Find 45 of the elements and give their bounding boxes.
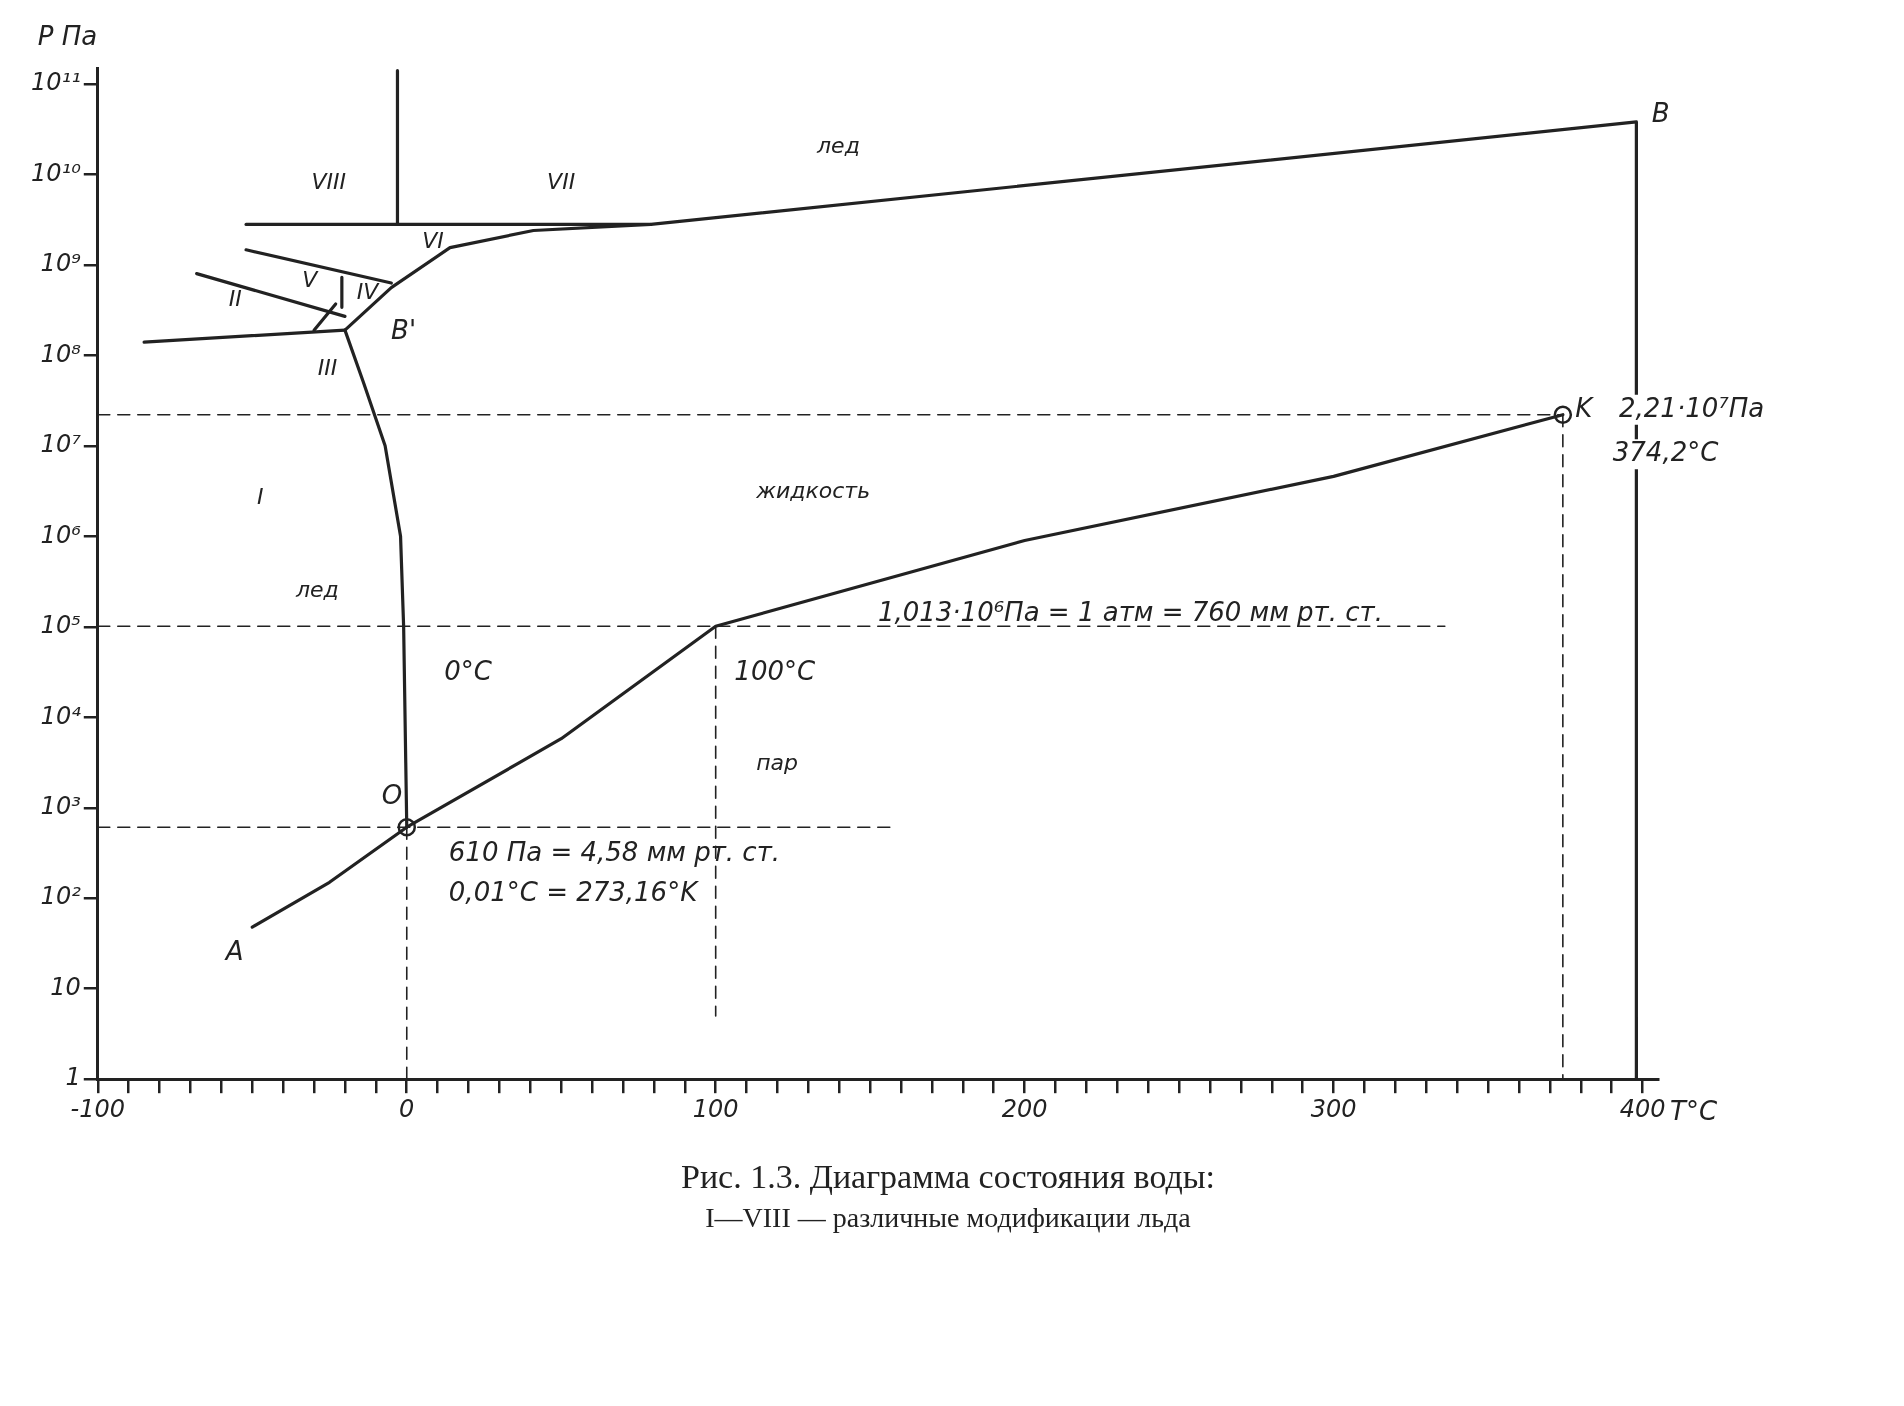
text: I—VIII — различные модификации льда xyxy=(704,1202,1192,1234)
annotation: IV xyxy=(356,279,381,305)
annotation: 0°C xyxy=(444,656,493,687)
annotation: K xyxy=(1575,392,1595,423)
y-tick-label: 10⁶ xyxy=(40,520,82,549)
x-tick-label: 0 xyxy=(399,1094,415,1123)
y-tick-label: 10³ xyxy=(40,792,81,820)
x-tick-label: 100 xyxy=(692,1094,739,1123)
y-tick-label: 10⁵ xyxy=(40,611,81,640)
annotation: VIII xyxy=(311,169,347,194)
y-tick-label: 10⁹ xyxy=(40,249,82,278)
annotation: A xyxy=(223,935,244,966)
annotation: 1,013·10⁶Па = 1 атм = 760 мм рт. ст. xyxy=(877,596,1383,627)
x-tick-label: -100 xyxy=(70,1094,126,1123)
x-tick-label: 300 xyxy=(1310,1094,1357,1123)
x-axis-title: T°C xyxy=(1670,1095,1718,1126)
annotation: I xyxy=(256,484,264,510)
y-tick-label: 10 xyxy=(50,972,81,1001)
annotation: VII xyxy=(547,169,576,194)
y-tick-label: 10¹¹ xyxy=(31,68,81,97)
annotation: O xyxy=(381,779,403,810)
annotation: лед xyxy=(294,576,339,602)
x-tick-label: 200 xyxy=(1001,1094,1048,1123)
annotation: 2,21·10⁷Па xyxy=(1618,392,1765,423)
annotation: лед xyxy=(816,132,860,158)
annotation: жидкость xyxy=(755,478,871,504)
y-tick-label: 10⁷ xyxy=(40,430,82,459)
y-tick-label: 10⁴ xyxy=(40,701,82,730)
annotation: III xyxy=(317,355,338,381)
y-axis-title: P Па xyxy=(37,20,98,51)
annotation: B xyxy=(1651,98,1670,129)
annotation: 100°C xyxy=(734,656,816,687)
annotation: VI xyxy=(422,227,444,253)
x-tick-label: 400 xyxy=(1619,1094,1666,1123)
annotation: 0,01°C = 273,16°K xyxy=(448,876,700,907)
y-tick-label: 10² xyxy=(40,882,82,911)
y-tick-label: 10⁸ xyxy=(40,339,82,368)
annotation: B' xyxy=(391,314,417,345)
text: Рис. 1.3. Диаграмма состояния воды: xyxy=(680,1158,1216,1196)
annotation: пар xyxy=(756,750,799,776)
annotation: V xyxy=(302,267,320,293)
y-tick-label: 10¹⁰ xyxy=(31,158,82,187)
y-tick-label: 1 xyxy=(65,1063,81,1092)
annotation: II xyxy=(228,286,242,312)
annotation: 374,2°C xyxy=(1612,437,1720,468)
